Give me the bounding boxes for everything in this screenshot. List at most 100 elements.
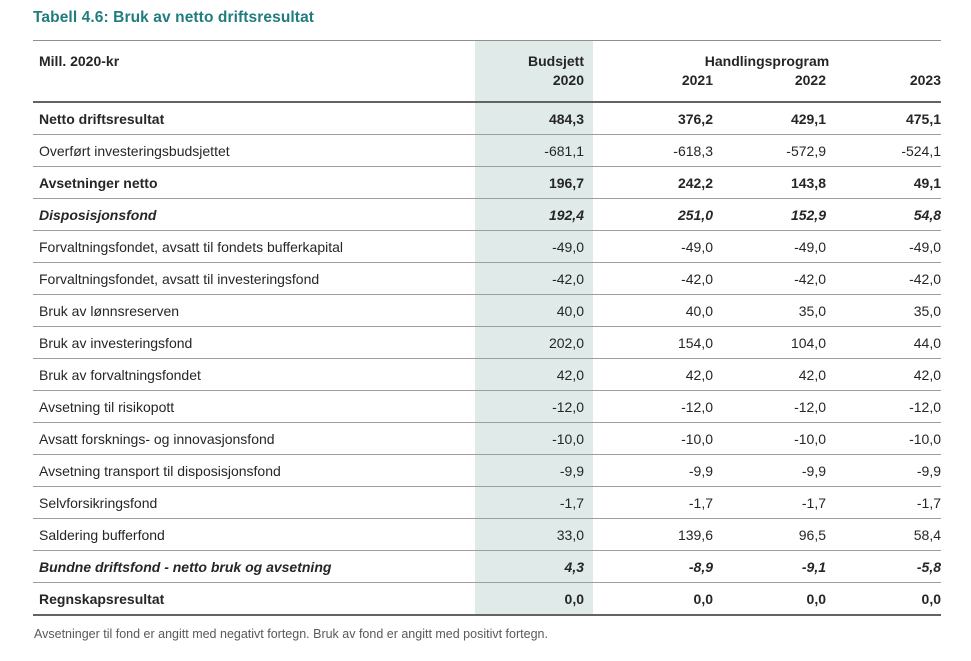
row-label: Selvforsikringsfond bbox=[33, 486, 475, 519]
value-cell: 42,0 bbox=[713, 358, 826, 391]
value-cell: -12,0 bbox=[593, 390, 713, 423]
value-cell: -9,9 bbox=[826, 454, 942, 487]
value-cell: -9,9 bbox=[475, 454, 593, 487]
row-label: Avsatt forsknings- og innovasjonsfond bbox=[33, 422, 475, 455]
value-cell: 4,3 bbox=[475, 550, 593, 583]
row-label: Bruk av lønnsreserven bbox=[33, 294, 475, 327]
value-cell: 42,0 bbox=[475, 358, 593, 391]
table-footnote: Avsetninger til fond er angitt med negat… bbox=[34, 627, 548, 641]
table-row: Bruk av lønnsreserven 40,0 40,0 35,0 35,0 bbox=[33, 294, 942, 327]
value-cell: 484,3 bbox=[475, 102, 593, 135]
value-cell: -10,0 bbox=[826, 422, 942, 455]
value-cell: -10,0 bbox=[713, 422, 826, 455]
value-cell: -524,1 bbox=[826, 134, 942, 167]
table-row: Disposisjonsfond 192,4 251,0 152,9 54,8 bbox=[33, 198, 942, 231]
row-label: Bruk av forvaltningsfondet bbox=[33, 358, 475, 391]
value-cell: 0,0 bbox=[475, 582, 593, 616]
table-row: Bruk av forvaltningsfondet 42,0 42,0 42,0 42… bbox=[33, 358, 942, 391]
table-title: Tabell 4.6: Bruk av netto driftsresultat bbox=[33, 9, 315, 26]
value-cell: -42,0 bbox=[826, 262, 942, 295]
value-cell: 35,0 bbox=[826, 294, 942, 327]
value-cell: 0,0 bbox=[826, 582, 942, 616]
table-row: Bruk av investeringsfond 202,0 154,0 104,0 4… bbox=[33, 326, 942, 359]
table-row: Avsatt forsknings- og innovasjonsfond -10… bbox=[33, 422, 942, 455]
row-label: Disposisjonsfond bbox=[33, 198, 475, 231]
table-row: Netto driftsresultat 484,3 376,2 429,1 475,1 bbox=[33, 102, 942, 135]
row-label: Avsetninger netto bbox=[33, 166, 475, 199]
value-cell: 154,0 bbox=[593, 326, 713, 359]
document-page: Tabell 4.6: Bruk av netto driftsresultat… bbox=[33, 9, 942, 641]
value-cell: -1,7 bbox=[475, 486, 593, 519]
column-header-year-2022: 2022 bbox=[713, 71, 826, 103]
value-cell: 475,1 bbox=[826, 102, 942, 135]
value-cell: -5,8 bbox=[826, 550, 942, 583]
value-cell: -12,0 bbox=[475, 390, 593, 423]
value-cell: 192,4 bbox=[475, 198, 593, 231]
value-cell: 42,0 bbox=[593, 358, 713, 391]
table-row: Avsetning til risikopott -12,0 -12,0 -12,0-… bbox=[33, 390, 942, 423]
table-row: Selvforsikringsfond -1,7 -1,7 -1,7 -1,7 bbox=[33, 486, 942, 519]
row-label: Forvaltningsfondet, avsatt til fondets b… bbox=[33, 230, 475, 263]
value-cell: 35,0 bbox=[713, 294, 826, 327]
table-row: Avsetning transport til disposisjonsfond… bbox=[33, 454, 942, 487]
table-row: Avsetninger netto 196,7 242,2 143,8 49,1 bbox=[33, 166, 942, 199]
table-header: Mill. 2020-kr Budsjett Handlingsprogram … bbox=[33, 40, 942, 103]
table-row: Overført investeringsbudsjettet -681,1 -61… bbox=[33, 134, 942, 167]
value-cell: -49,0 bbox=[713, 230, 826, 263]
value-cell: 44,0 bbox=[826, 326, 942, 359]
row-label: Bundne driftsfond - netto bruk og avsetn… bbox=[33, 550, 475, 583]
value-cell: 49,1 bbox=[826, 166, 942, 199]
value-cell: -49,0 bbox=[593, 230, 713, 263]
value-cell: 143,8 bbox=[713, 166, 826, 199]
value-cell: -49,0 bbox=[475, 230, 593, 263]
value-cell: 0,0 bbox=[593, 582, 713, 616]
value-cell: 104,0 bbox=[713, 326, 826, 359]
row-label: Saldering bufferfond bbox=[33, 518, 475, 551]
row-label: Avsetning til risikopott bbox=[33, 390, 475, 423]
row-label: Regnskapsresultat bbox=[33, 582, 475, 616]
value-cell: 139,6 bbox=[593, 518, 713, 551]
value-cell: -12,0 bbox=[713, 390, 826, 423]
column-header-handlingsprogram: Handlingsprogram bbox=[704, 53, 830, 69]
row-label: Netto driftsresultat bbox=[33, 102, 475, 135]
value-cell: -42,0 bbox=[593, 262, 713, 295]
column-header-unit: Mill. 2020-kr bbox=[33, 40, 475, 103]
value-cell: 152,9 bbox=[713, 198, 826, 231]
table-row: Saldering bufferfond 33,0 139,6 96,5 58,4 bbox=[33, 518, 942, 551]
value-cell: -9,9 bbox=[713, 454, 826, 487]
value-cell: 376,2 bbox=[593, 102, 713, 135]
column-header-budsjett: Budsjett bbox=[475, 40, 593, 71]
value-cell: -618,3 bbox=[593, 134, 713, 167]
value-cell: -1,7 bbox=[713, 486, 826, 519]
value-cell: 242,2 bbox=[593, 166, 713, 199]
value-cell: 251,0 bbox=[593, 198, 713, 231]
value-cell: -9,9 bbox=[593, 454, 713, 487]
column-header-year-2020: 2020 bbox=[475, 71, 593, 103]
value-cell: 0,0 bbox=[713, 582, 826, 616]
table-row: Forvaltningsfondet, avsatt til investeri… bbox=[33, 262, 942, 295]
value-cell: 196,7 bbox=[475, 166, 593, 199]
value-cell: 429,1 bbox=[713, 102, 826, 135]
table-body: Netto driftsresultat 484,3 376,2 429,1 475,1… bbox=[33, 102, 942, 616]
row-label: Bruk av investeringsfond bbox=[33, 326, 475, 359]
value-cell: -10,0 bbox=[475, 422, 593, 455]
value-cell: 40,0 bbox=[475, 294, 593, 327]
value-cell: 42,0 bbox=[826, 358, 942, 391]
budget-table: Mill. 2020-kr Budsjett Handlingsprogram … bbox=[33, 40, 942, 616]
value-cell: -9,1 bbox=[713, 550, 826, 583]
column-header-year-2023: 2023 bbox=[826, 71, 942, 103]
value-cell: -572,9 bbox=[713, 134, 826, 167]
value-cell: 202,0 bbox=[475, 326, 593, 359]
value-cell: -49,0 bbox=[826, 230, 942, 263]
column-header-year-2021: 2021 bbox=[593, 71, 713, 103]
value-cell: 40,0 bbox=[593, 294, 713, 327]
value-cell: -10,0 bbox=[593, 422, 713, 455]
row-label: Overført investeringsbudsjettet bbox=[33, 134, 475, 167]
row-label: Forvaltningsfondet, avsatt til investeri… bbox=[33, 262, 475, 295]
value-cell: -681,1 bbox=[475, 134, 593, 167]
value-cell: 58,4 bbox=[826, 518, 942, 551]
value-cell: -1,7 bbox=[826, 486, 942, 519]
row-label: Avsetning transport til disposisjonsfond bbox=[33, 454, 475, 487]
value-cell: 96,5 bbox=[713, 518, 826, 551]
table-row: Regnskapsresultat 0,0 0,0 0,0 0,0 bbox=[33, 582, 942, 616]
